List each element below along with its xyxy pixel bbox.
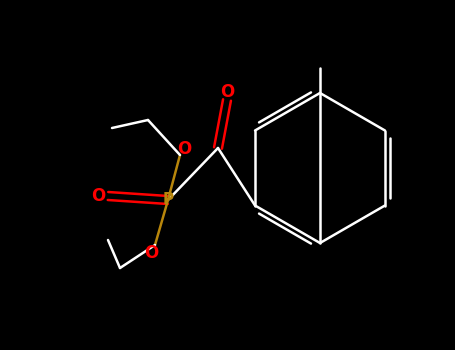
- Text: O: O: [177, 140, 191, 158]
- Text: O: O: [144, 244, 158, 262]
- Text: P: P: [162, 193, 173, 208]
- Text: O: O: [220, 83, 234, 101]
- Text: O: O: [91, 187, 105, 205]
